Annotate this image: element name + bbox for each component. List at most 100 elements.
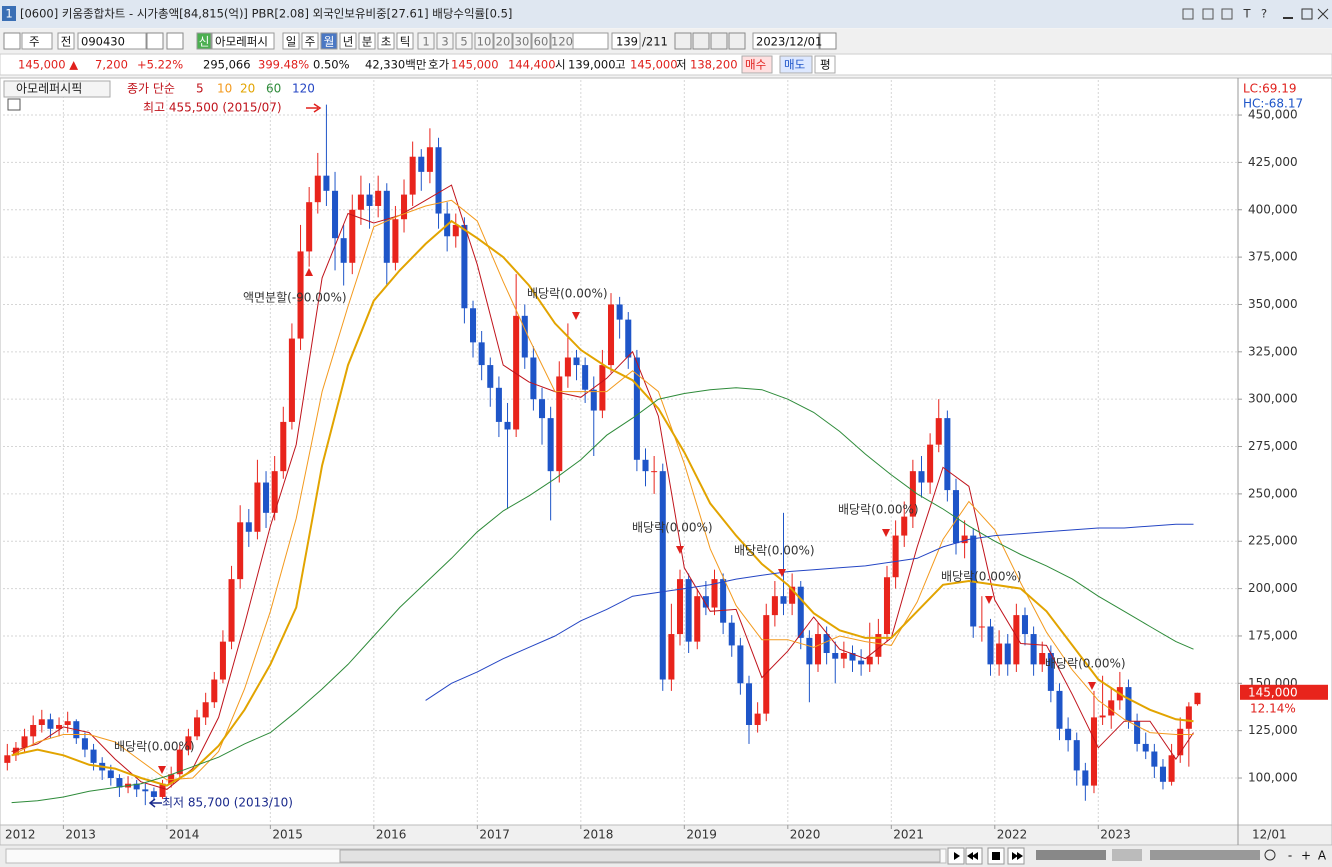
toolbar-label[interactable]: 신 bbox=[199, 35, 210, 49]
candle-body bbox=[263, 482, 270, 513]
toolbar-label[interactable]: 분 bbox=[362, 35, 373, 49]
toolbar-label[interactable]: 아모레퍼시 bbox=[215, 35, 268, 49]
order-button[interactable] bbox=[779, 55, 813, 74]
annotation: 배당락(0.00%) bbox=[941, 570, 1022, 584]
button[interactable] bbox=[1202, 8, 1214, 20]
candle-body bbox=[332, 190, 339, 239]
toolbar-box[interactable] bbox=[377, 32, 395, 50]
legend-entry: 10 bbox=[217, 82, 232, 96]
toolbar-label[interactable]: 주 bbox=[29, 35, 40, 49]
toolbar-label[interactable]: 139 bbox=[616, 35, 638, 49]
toolbar-label[interactable]: 5 bbox=[460, 35, 467, 49]
icon-text[interactable]: ? bbox=[1261, 7, 1267, 21]
window-buttons[interactable]: T ? bbox=[1182, 7, 1329, 21]
toolbar-box[interactable] bbox=[531, 32, 551, 50]
toolbar-box[interactable] bbox=[301, 32, 319, 50]
toolbar-box[interactable] bbox=[358, 32, 376, 50]
icon[interactable] bbox=[992, 852, 1000, 860]
toolbar-box[interactable] bbox=[320, 32, 338, 50]
toolbar-box[interactable] bbox=[611, 32, 641, 50]
legend-entry: 120 bbox=[292, 82, 315, 96]
toolbar-label[interactable]: 120 bbox=[551, 35, 573, 49]
candle-body bbox=[556, 376, 563, 472]
candle-body bbox=[607, 304, 615, 366]
toolbar-box[interactable] bbox=[211, 32, 275, 50]
candle-body bbox=[1177, 728, 1184, 756]
tool-icon[interactable] bbox=[710, 32, 728, 50]
toolbar-box[interactable] bbox=[396, 32, 414, 50]
toolbar-label[interactable]: 3 bbox=[441, 35, 448, 49]
tool-icon[interactable] bbox=[728, 32, 746, 50]
icon[interactable] bbox=[954, 852, 960, 860]
candle-body bbox=[461, 224, 468, 309]
icon[interactable] bbox=[1112, 849, 1142, 861]
zoom-in[interactable]: + bbox=[1301, 849, 1311, 863]
toolbar-label[interactable]: 주 bbox=[305, 35, 316, 49]
info-text: 7,200 bbox=[95, 58, 128, 72]
y-tick-label: 175,000 bbox=[1248, 628, 1298, 642]
candle-body bbox=[254, 482, 261, 532]
tool-icon[interactable] bbox=[674, 32, 692, 50]
toolbar-box[interactable] bbox=[21, 32, 53, 50]
toolbar-label[interactable]: /211 bbox=[642, 35, 668, 49]
zoom-out[interactable]: - bbox=[1288, 849, 1292, 863]
toolbar-box[interactable] bbox=[752, 32, 820, 50]
info-text: 호가 bbox=[428, 58, 450, 72]
toolbar-label[interactable]: 전 bbox=[61, 35, 72, 49]
toolbar-box[interactable] bbox=[77, 32, 147, 50]
auto[interactable]: A bbox=[1318, 849, 1327, 863]
maximize[interactable] bbox=[1301, 8, 1313, 20]
toolbar-label[interactable]: 일 bbox=[286, 35, 297, 49]
toolbar-box[interactable] bbox=[57, 32, 75, 50]
info-text: 145,000 bbox=[630, 58, 678, 72]
x-tick-label: 2019 bbox=[686, 828, 717, 842]
toolbar-label[interactable]: 60 bbox=[534, 35, 549, 49]
toolbar-label[interactable]: 090430 bbox=[81, 35, 125, 49]
close[interactable] bbox=[1317, 8, 1329, 20]
tool-icon[interactable] bbox=[146, 32, 164, 50]
button[interactable] bbox=[1182, 8, 1194, 20]
icon bbox=[7, 98, 21, 111]
button[interactable] bbox=[3, 32, 21, 50]
zoom-slider[interactable] bbox=[1150, 850, 1260, 860]
toolbar-box[interactable] bbox=[282, 32, 300, 50]
scroll-thumb[interactable] bbox=[339, 849, 941, 863]
toolbar-label[interactable]: 2023/12/01 bbox=[756, 35, 822, 49]
search-icon[interactable] bbox=[1264, 849, 1276, 861]
toolbar-box[interactable] bbox=[474, 32, 494, 50]
toolbar-label[interactable]: 초 bbox=[381, 35, 392, 49]
dropdown[interactable] bbox=[569, 32, 609, 50]
toolbar-box[interactable] bbox=[455, 32, 473, 50]
icon-text[interactable]: T bbox=[1242, 7, 1251, 21]
candle-body bbox=[426, 147, 433, 172]
scroll-buttons[interactable]: - + A bbox=[947, 847, 1327, 865]
toolbar-label[interactable]: 틱 bbox=[400, 35, 411, 49]
toolbar-label[interactable]: 년 bbox=[343, 35, 354, 49]
toolbar-label[interactable]: 30 bbox=[515, 35, 530, 49]
toolbar-label[interactable]: 월 bbox=[324, 35, 335, 49]
toolbar-label[interactable]: 1 bbox=[422, 35, 429, 49]
toolbar-label[interactable]: 20 bbox=[496, 35, 511, 49]
toolbar-box[interactable] bbox=[550, 32, 574, 50]
candle-body bbox=[1099, 715, 1106, 718]
toolbar-box[interactable] bbox=[436, 32, 454, 50]
ma-line bbox=[425, 523, 1194, 701]
candle-body bbox=[866, 656, 873, 665]
toolbar-box[interactable] bbox=[512, 32, 532, 50]
button[interactable] bbox=[1221, 8, 1233, 20]
candle-body bbox=[1082, 770, 1089, 786]
icon[interactable] bbox=[967, 852, 978, 860]
toolbar-label[interactable]: 10 bbox=[477, 35, 492, 49]
toolbar-box[interactable] bbox=[493, 32, 513, 50]
toolbar-box[interactable] bbox=[417, 32, 435, 50]
icon[interactable] bbox=[1012, 852, 1023, 860]
tool-icon[interactable] bbox=[692, 32, 710, 50]
zoom-slider[interactable] bbox=[1036, 850, 1106, 860]
toolbar-box[interactable] bbox=[196, 32, 212, 50]
toolbar-box[interactable] bbox=[339, 32, 357, 50]
order-button[interactable] bbox=[741, 55, 773, 74]
order-button[interactable] bbox=[814, 55, 836, 74]
candle-body bbox=[1142, 743, 1149, 752]
tool-icon[interactable] bbox=[819, 32, 837, 50]
tool-icon[interactable] bbox=[166, 32, 184, 50]
